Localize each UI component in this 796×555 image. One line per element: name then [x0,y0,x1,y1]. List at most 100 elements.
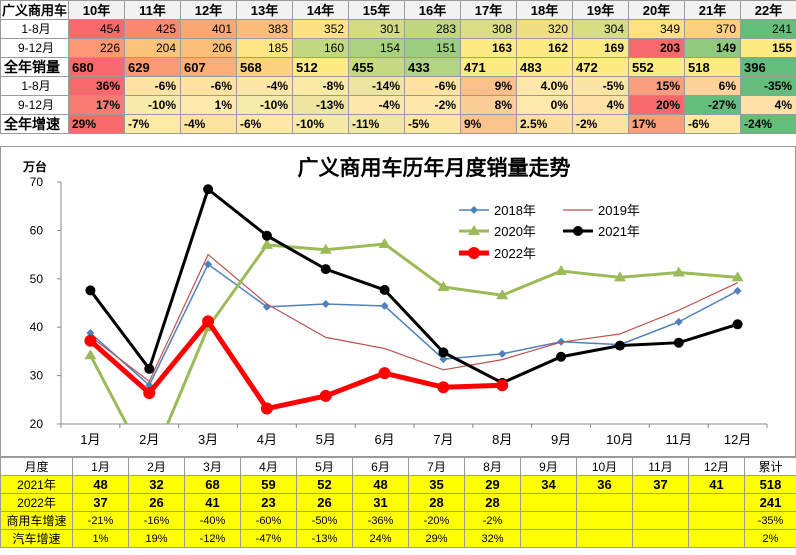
table-cell: 185 [236,38,293,58]
table-cell: 162 [516,38,573,58]
table-cell [576,493,633,512]
x-tick-label: 1月 [80,432,100,447]
data-point [319,243,332,254]
month-header: 8月 [464,457,521,476]
table-cell: 35 [408,475,465,494]
table-cell: -12% [184,529,241,548]
table-cell [688,511,745,530]
top-table-row: 9-12月 226 204 206 185 160 154 151 163 162 169 203 14… [0,38,796,58]
row-label: 2022年 [0,493,73,512]
row-label: 1-8月 [0,76,69,96]
y-tick-label: 30 [30,369,44,383]
year-header: 13年 [236,0,293,20]
table-cell: -8% [292,76,349,96]
table-cell: 17% [68,95,125,115]
year-header: 18年 [516,0,573,20]
table-cell: 19% [128,529,185,548]
x-tick-label: 10月 [606,432,633,447]
total-cell: 518 [744,475,796,494]
row-label: 月度 [0,457,73,476]
legend-label: 2019年 [598,203,640,218]
table-cell: 59 [240,475,297,494]
bottom-table-row: 汽车增速 1% 19% -12% -47% -13% 24% 29% 32% 2% [0,529,796,548]
year-header: 20年 [628,0,685,20]
data-point [438,347,449,358]
data-point [202,315,215,328]
table-cell: 28 [464,493,521,512]
year-header: 11年 [124,0,181,20]
table-cell: 48 [352,475,409,494]
month-header: 10月 [576,457,633,476]
table-cell: 396 [740,57,796,77]
table-cell: 68 [184,475,241,494]
table-cell: -6% [124,76,181,96]
y-tick-label: 20 [30,417,44,431]
table-cell: 1% [72,529,129,548]
top-table-row: 全年增速 29% -7% -4% -6% -10% -11% -5% 9% 2.5% -2% 17% -… [0,114,796,134]
table-cell: 32% [464,529,521,548]
month-header: 11月 [632,457,689,476]
x-tick-label: 8月 [492,432,512,447]
row-label: 1-8月 [0,19,69,39]
year-header: 14年 [292,0,349,20]
legend-marker [468,247,480,259]
legend-marker [573,226,583,236]
table-cell: -4% [348,95,405,115]
legend-label: 2020年 [494,224,536,239]
series-2018年 [86,260,742,390]
year-header: 19年 [572,0,629,20]
table-cell: 160 [292,38,349,58]
table-cell: 9% [460,76,517,96]
data-point [496,379,509,392]
year-header: 22年 [740,0,796,20]
table-cell: -10% [292,114,349,134]
table-cell: -20% [408,511,465,530]
table-cell: -4% [180,114,237,134]
data-point [144,363,155,374]
top-summary-table: 广义商用车 10年 11年 12年 13年 14年 15年 16年 17年 18年 19年 20年 21… [0,0,796,134]
bottom-table-row: 2021年 48 32 68 59 52 48 35 29 34 36 37 41 518 [0,475,796,494]
table-cell: 36% [68,76,125,96]
table-cell: 52 [296,475,353,494]
table-cell [576,529,633,548]
table-cell [688,529,745,548]
y-tick-label: 60 [30,223,44,237]
table-cell: 455 [348,57,405,77]
row-label: 商用车增速 [0,511,73,530]
line-chart: 广义商用车历年月度销量走势 万台 20 30 40 50 60 70 1月 2月 3月 4月 5月 6月 7… [22,156,768,447]
table-cell: 304 [572,19,629,39]
data-point [319,389,332,402]
table-cell: 283 [404,19,461,39]
table-cell: 36 [576,475,633,494]
table-cell: -40% [184,511,241,530]
data-point [260,402,273,415]
table-cell: 9% [460,114,517,134]
data-point [260,238,273,249]
table-cell: 29 [464,475,521,494]
table-cell: 32 [128,475,185,494]
bottom-table-row: 2022年 37 26 41 23 26 31 28 28 241 [0,493,796,512]
table-cell: -6% [180,76,237,96]
table-cell: 4% [740,95,796,115]
table-cell: -14% [348,76,405,96]
total-header: 累计 [744,457,796,476]
chart-title: 广义商用车历年月度销量走势 [298,156,571,180]
table-cell: -21% [72,511,129,530]
series-2021年 [85,184,743,388]
x-tick-label: 2月 [139,432,159,447]
series-2022年 [84,315,509,415]
table-cell: 629 [124,57,181,77]
row-label: 全年销量 [0,57,69,77]
table-cell: 552 [628,57,685,77]
y-tick-label: 50 [30,272,44,286]
table-cell: 24% [352,529,409,548]
table-cell: 512 [292,57,349,77]
x-tick-label: 3月 [198,432,218,447]
table-cell: 20% [628,95,685,115]
year-header: 21年 [684,0,741,20]
table-cell: 241 [740,19,796,39]
bottom-table-row: 商用车增速 -21% -16% -40% -60% -50% -36% -20% -2% -35% [0,511,796,530]
data-point [498,349,507,358]
table-cell: 48 [72,475,129,494]
table-cell: -6% [236,114,293,134]
